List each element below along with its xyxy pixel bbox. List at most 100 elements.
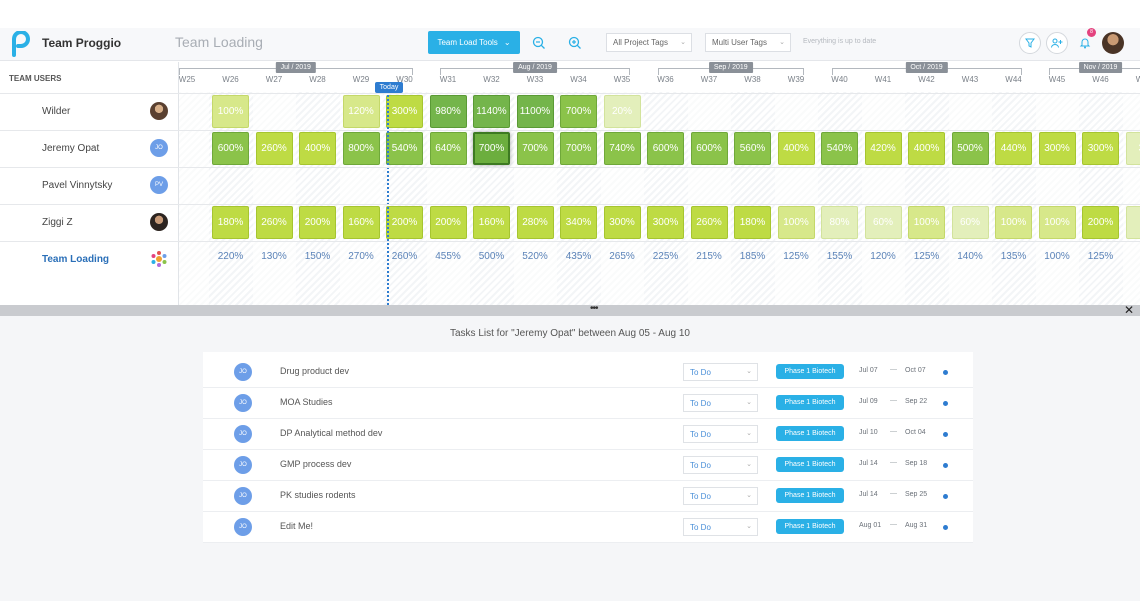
task-project-tag[interactable]: Phase 1 Biotech	[776, 426, 844, 441]
close-icon[interactable]: ✕	[1124, 303, 1135, 317]
load-cell[interactable]: 500%	[951, 132, 989, 165]
notifications-button[interactable]	[1074, 32, 1096, 54]
load-cell[interactable]: 440%	[995, 132, 1032, 165]
panel-splitter[interactable]	[0, 305, 1140, 316]
load-cell[interactable]: 300%	[603, 206, 641, 239]
task-project-tag[interactable]: Phase 1 Biotech	[776, 488, 844, 503]
task-row[interactable]: JO PK studies rodents To Do ⌄ Phase 1 Biotec…	[203, 481, 973, 512]
load-cell[interactable]: 160%	[473, 206, 510, 239]
load-cell[interactable]: 300%	[1082, 132, 1119, 165]
load-cell[interactable]: 80%	[821, 206, 858, 239]
drag-handle-icon[interactable]: •••	[590, 303, 598, 314]
load-cell[interactable]: 60%	[951, 206, 989, 239]
month-label: Jul / 2019	[275, 62, 316, 73]
load-cell[interactable]: 120%	[342, 95, 380, 128]
task-name[interactable]: PK studies rodents	[280, 490, 356, 500]
add-user-button[interactable]	[1046, 32, 1068, 54]
task-name[interactable]: MOA Studies	[280, 397, 333, 407]
load-cell[interactable]: 180%	[734, 206, 771, 239]
task-row[interactable]: JO GMP process dev To Do ⌄ Phase 1 Biotech Ju…	[203, 450, 973, 481]
load-cell[interactable]: 980%	[429, 95, 467, 128]
task-name[interactable]: GMP process dev	[280, 459, 352, 469]
load-cell[interactable]: 20%	[603, 95, 641, 128]
load-cell[interactable]: 280%	[516, 206, 554, 239]
filter-button[interactable]	[1019, 32, 1041, 54]
load-cell[interactable]: 600%	[647, 132, 684, 165]
project-tags-select[interactable]: All Project Tags ⌄	[606, 33, 692, 52]
task-assignee-avatar: JO	[234, 518, 252, 536]
load-cell[interactable]: 400%	[777, 132, 815, 165]
task-row[interactable]: JO DP Analytical method dev To Do ⌄ Phase 1 …	[203, 419, 973, 450]
load-cell[interactable]: 700%	[560, 132, 597, 165]
task-status-select[interactable]: To Do ⌄	[683, 363, 758, 381]
task-project-tag[interactable]: Phase 1 Biotech	[776, 457, 844, 472]
load-cell[interactable]: 340%	[560, 206, 597, 239]
load-cell[interactable]: 560%	[734, 132, 771, 165]
load-cell[interactable]: 260%	[690, 206, 728, 239]
task-start-date: Jul 14	[859, 491, 878, 498]
load-cell[interactable]: 300%	[386, 95, 423, 128]
task-status-select[interactable]: To Do ⌄	[683, 518, 758, 536]
load-cell[interactable]: 60%	[864, 206, 902, 239]
load-cell[interactable]: 260%	[255, 206, 293, 239]
load-cell[interactable]: 400%	[908, 132, 945, 165]
load-cell[interactable]: 1140%	[473, 95, 510, 128]
task-project-tag[interactable]: Phase 1 Biotech	[776, 519, 844, 534]
user-name[interactable]: Wilder	[42, 106, 71, 117]
load-cell[interactable]: 600%	[690, 132, 728, 165]
load-cell[interactable]: 100%	[995, 206, 1032, 239]
load-cell[interactable]: 640%	[429, 132, 467, 165]
task-name[interactable]: DP Analytical method dev	[280, 428, 383, 438]
load-cell[interactable]: 700%	[473, 132, 510, 165]
load-cell[interactable]: 540%	[386, 132, 423, 165]
team-load-tools-button[interactable]: Team Load Tools ⌄	[428, 31, 520, 54]
load-cell[interactable]: 1	[1125, 206, 1140, 239]
zoom-out-icon[interactable]	[530, 34, 548, 52]
task-name[interactable]: Drug product dev	[280, 366, 350, 376]
load-cell[interactable]: 160%	[342, 206, 380, 239]
task-row[interactable]: JO Drug product dev To Do ⌄ Phase 1 Biotech J…	[203, 357, 973, 388]
load-cell[interactable]: 300%	[1038, 132, 1076, 165]
current-user-avatar[interactable]	[1102, 32, 1124, 54]
load-cell[interactable]: 200%	[299, 206, 336, 239]
load-cell[interactable]: 200%	[1082, 206, 1119, 239]
task-status-select[interactable]: To Do ⌄	[683, 456, 758, 474]
load-cell[interactable]: 540%	[821, 132, 858, 165]
load-cell[interactable]: 700%	[560, 95, 597, 128]
load-cell[interactable]: 740%	[603, 132, 641, 165]
load-cell[interactable]: 800%	[342, 132, 380, 165]
user-tags-select[interactable]: Multi User Tags ⌄	[705, 33, 791, 52]
task-row[interactable]: JO MOA Studies To Do ⌄ Phase 1 Biotech Jul 09…	[203, 388, 973, 419]
load-cell[interactable]: 400%	[299, 132, 336, 165]
zoom-in-icon[interactable]	[566, 34, 584, 52]
load-cell[interactable]: 100%	[908, 206, 945, 239]
load-cell[interactable]: 200%	[429, 206, 467, 239]
load-cell[interactable]: 260%	[255, 132, 293, 165]
task-end-date: Sep 22	[905, 398, 928, 405]
load-cell[interactable]: 100%	[212, 95, 249, 128]
task-project-tag[interactable]: Phase 1 Biotech	[776, 364, 844, 379]
load-cell[interactable]: 420%	[864, 132, 902, 165]
week-label: W28	[309, 75, 326, 84]
user-name[interactable]: Pavel Vinnytsky	[42, 180, 113, 191]
load-cell[interactable]: 100%	[777, 206, 815, 239]
load-cell[interactable]: 300%	[647, 206, 684, 239]
task-project-tag[interactable]: Phase 1 Biotech	[776, 395, 844, 410]
load-cell[interactable]: 200%	[386, 206, 423, 239]
load-cell[interactable]: 700%	[516, 132, 554, 165]
user-name[interactable]: Jeremy Opat	[42, 143, 100, 154]
load-cell[interactable]: 600%	[212, 132, 249, 165]
load-cell[interactable]: 100%	[1038, 206, 1076, 239]
task-assignee-avatar: JO	[234, 363, 252, 381]
task-status-select[interactable]: To Do ⌄	[683, 487, 758, 505]
team-name[interactable]: Team Proggio	[42, 36, 122, 50]
load-cell[interactable]: 30	[1125, 132, 1140, 165]
task-status-select[interactable]: To Do ⌄	[683, 425, 758, 443]
task-status-select[interactable]: To Do ⌄	[683, 394, 758, 412]
add-user-icon	[1051, 38, 1063, 48]
user-name[interactable]: Ziggi Z	[42, 217, 73, 228]
task-name[interactable]: Edit Me!	[280, 521, 314, 531]
load-cell[interactable]: 1100%	[516, 95, 554, 128]
load-cell[interactable]: 180%	[212, 206, 249, 239]
task-row[interactable]: JO Edit Me! To Do ⌄ Phase 1 Biotech Aug 01 — Au…	[203, 512, 973, 543]
